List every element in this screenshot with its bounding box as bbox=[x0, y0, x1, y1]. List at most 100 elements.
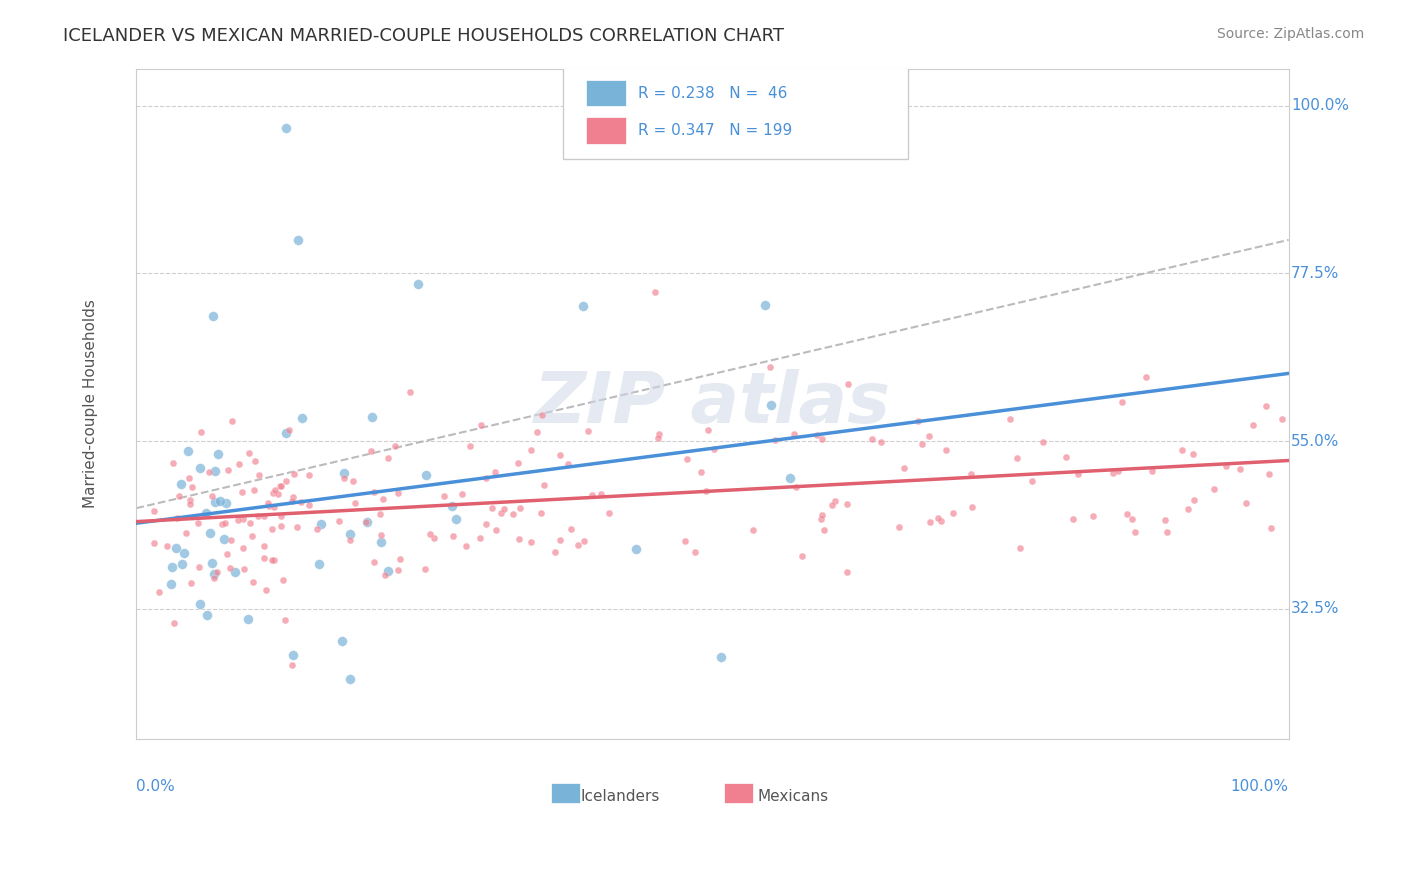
Point bbox=[361, 409, 384, 424]
Point bbox=[179, 497, 201, 511]
Point bbox=[506, 456, 529, 470]
Point bbox=[441, 529, 464, 543]
Point bbox=[759, 398, 782, 412]
Point bbox=[423, 531, 446, 545]
Point bbox=[697, 423, 720, 437]
Point bbox=[1140, 464, 1163, 478]
Point bbox=[942, 506, 965, 520]
Point bbox=[180, 480, 202, 494]
Point bbox=[1081, 508, 1104, 523]
Point bbox=[212, 532, 235, 546]
Point bbox=[200, 525, 222, 540]
Point bbox=[754, 298, 776, 312]
FancyBboxPatch shape bbox=[562, 65, 908, 159]
Point bbox=[962, 500, 984, 514]
Point bbox=[1260, 521, 1282, 535]
Point bbox=[387, 563, 409, 577]
Point bbox=[690, 466, 713, 480]
Point bbox=[308, 558, 330, 572]
Point bbox=[339, 526, 361, 541]
Point bbox=[165, 541, 187, 555]
Point bbox=[269, 479, 291, 493]
Point bbox=[333, 466, 356, 480]
Point bbox=[837, 376, 859, 391]
Point bbox=[1177, 501, 1199, 516]
Point bbox=[1107, 464, 1129, 478]
Point bbox=[810, 511, 832, 525]
Point bbox=[370, 534, 392, 549]
Point bbox=[406, 277, 429, 291]
Point bbox=[835, 497, 858, 511]
Text: Source: ZipAtlas.com: Source: ZipAtlas.com bbox=[1216, 27, 1364, 41]
Point bbox=[526, 425, 548, 439]
Point bbox=[572, 300, 595, 314]
Point bbox=[257, 499, 280, 513]
Point bbox=[574, 534, 596, 549]
Point bbox=[598, 506, 620, 520]
Point bbox=[377, 564, 399, 578]
Point bbox=[695, 483, 717, 498]
Point bbox=[1101, 466, 1123, 480]
Bar bbox=[586, 118, 626, 145]
Point bbox=[262, 553, 284, 567]
Point bbox=[1010, 541, 1032, 555]
Point bbox=[1062, 511, 1084, 525]
Point bbox=[356, 515, 378, 529]
Point bbox=[581, 488, 603, 502]
Text: ZIP atlas: ZIP atlas bbox=[534, 369, 891, 438]
Point bbox=[887, 520, 910, 534]
Point bbox=[371, 491, 394, 506]
Point bbox=[263, 553, 285, 567]
Point bbox=[238, 446, 260, 460]
Point bbox=[179, 493, 201, 508]
Point bbox=[232, 541, 254, 556]
Point bbox=[368, 507, 391, 521]
Point bbox=[274, 425, 297, 440]
Point bbox=[339, 672, 361, 686]
Point bbox=[920, 515, 942, 529]
Point bbox=[870, 434, 893, 449]
Text: 55.0%: 55.0% bbox=[1291, 434, 1340, 449]
Point bbox=[1202, 482, 1225, 496]
Point bbox=[519, 443, 541, 458]
Point bbox=[307, 523, 329, 537]
Point bbox=[263, 483, 285, 498]
Point bbox=[204, 495, 226, 509]
Point bbox=[567, 539, 589, 553]
Point bbox=[1115, 507, 1137, 521]
Text: 77.5%: 77.5% bbox=[1291, 266, 1340, 281]
Point bbox=[270, 509, 292, 524]
Point bbox=[502, 507, 524, 521]
Point bbox=[273, 574, 295, 588]
Point bbox=[240, 529, 263, 543]
Point bbox=[226, 513, 249, 527]
Text: R = 0.238   N =  46: R = 0.238 N = 46 bbox=[637, 86, 787, 101]
Point bbox=[156, 539, 179, 553]
Point bbox=[281, 494, 304, 508]
Point bbox=[824, 493, 846, 508]
Point bbox=[484, 466, 506, 480]
Point bbox=[217, 547, 239, 561]
Point bbox=[475, 516, 498, 531]
Point bbox=[270, 478, 292, 492]
Point bbox=[676, 452, 699, 467]
Point bbox=[1135, 370, 1157, 384]
Point bbox=[578, 424, 600, 438]
Point bbox=[224, 566, 246, 580]
Point bbox=[287, 520, 309, 534]
Bar bbox=[551, 782, 581, 803]
Point bbox=[281, 490, 304, 504]
Point bbox=[1111, 394, 1133, 409]
Point bbox=[298, 498, 321, 512]
Point bbox=[377, 450, 399, 465]
Point bbox=[470, 417, 492, 432]
Point bbox=[893, 460, 915, 475]
Point bbox=[205, 565, 228, 579]
Point bbox=[262, 486, 284, 500]
Point bbox=[806, 427, 828, 442]
Point bbox=[481, 501, 503, 516]
Point bbox=[274, 614, 297, 628]
Text: 0.0%: 0.0% bbox=[136, 780, 176, 795]
Point bbox=[935, 443, 957, 458]
Point bbox=[188, 597, 211, 611]
